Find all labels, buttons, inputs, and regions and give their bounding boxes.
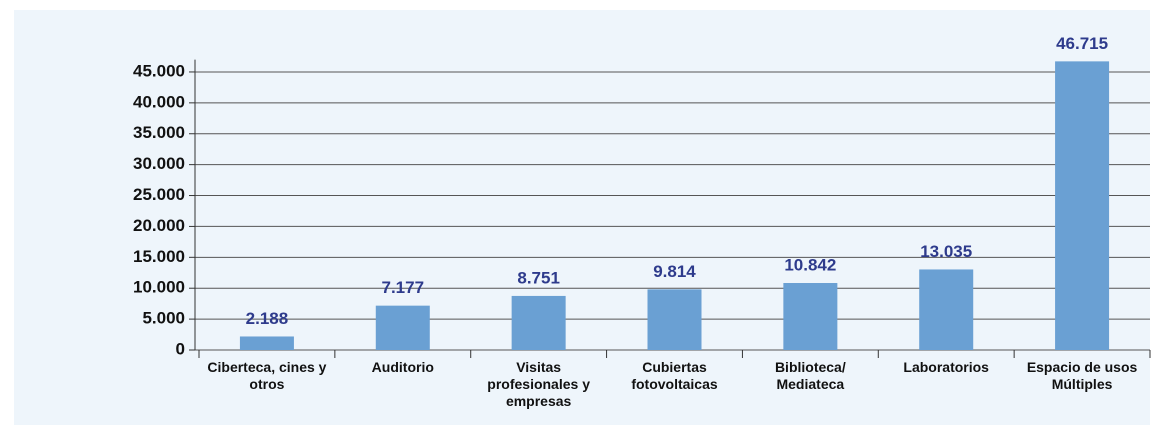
y-tick-label: 0	[176, 339, 185, 358]
bar	[783, 283, 838, 350]
x-tick-label: Visitas profesionales y empresas	[487, 359, 590, 409]
x-tick-label: Cubiertas fotovoltaicas	[631, 359, 718, 392]
y-tick-label: 30.000	[133, 154, 185, 173]
x-tick-label: Auditorio	[371, 359, 434, 375]
x-tick-label: Biblioteca/ Mediateca	[774, 359, 846, 392]
data-label: 8.751	[517, 268, 560, 287]
y-tick-label: 35.000	[133, 123, 185, 142]
data-label: 10.842	[784, 255, 836, 274]
y-tick-label: 15.000	[133, 247, 185, 266]
bar	[1055, 61, 1110, 351]
bar	[375, 305, 430, 350]
y-tick-label: 45.000	[133, 61, 185, 80]
bar	[511, 295, 566, 350]
y-tick-label: 10.000	[133, 278, 185, 297]
data-label: 2.188	[246, 309, 289, 328]
x-tick-label: Ciberteca, cines y otros	[207, 359, 327, 392]
y-tick-label: 25.000	[133, 185, 185, 204]
data-label: 13.035	[920, 242, 972, 261]
y-tick-label: 40.000	[133, 92, 185, 111]
panel	[14, 10, 1150, 425]
x-tick-label: Laboratorios	[903, 359, 989, 375]
bar	[919, 269, 974, 350]
data-label: 7.177	[382, 278, 425, 297]
x-tick-label: Espacio de usos Múltiples	[1026, 359, 1138, 392]
bar	[647, 289, 702, 350]
y-tick-label: 20.000	[133, 216, 185, 235]
data-label: 9.814	[653, 262, 696, 281]
y-tick-label: 5.000	[142, 309, 185, 328]
data-label: 46.715	[1056, 34, 1108, 53]
bar	[239, 336, 294, 350]
